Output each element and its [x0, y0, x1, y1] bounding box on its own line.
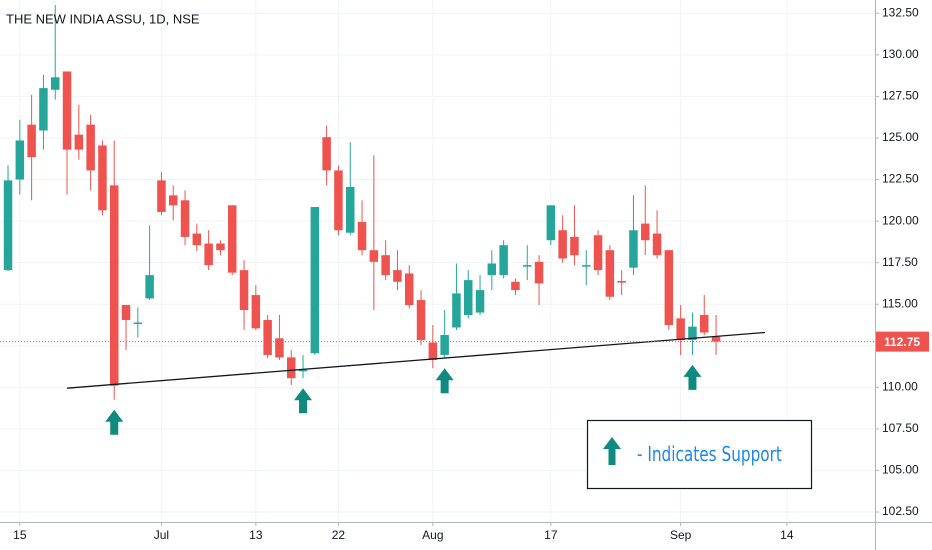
legend-box	[586, 419, 813, 490]
y-tick-label: 127.50	[882, 89, 919, 103]
candle-body	[570, 236, 579, 256]
candle-body	[534, 261, 544, 284]
candle-body	[593, 235, 603, 271]
candle-body	[664, 250, 674, 326]
candle-body	[581, 265, 591, 267]
candle-body	[711, 336, 721, 342]
candle-body	[404, 273, 414, 306]
legend: - Indicates Support	[586, 419, 813, 490]
candle-body	[511, 281, 520, 291]
legend-text: - Indicates Support	[637, 444, 782, 467]
y-tick-label: 132.50	[882, 5, 919, 19]
candle-body	[452, 293, 461, 328]
candle-body	[216, 243, 225, 251]
chart-title: THE NEW INDIA ASSU, 1D, NSE	[6, 11, 200, 26]
candle-body	[298, 369, 308, 372]
candle-body	[700, 315, 709, 333]
candle-body	[322, 137, 331, 171]
last-price-box	[876, 331, 929, 352]
support-arrow	[683, 364, 702, 390]
support-arrow	[105, 409, 124, 435]
y-tick-label: 120.00	[882, 213, 919, 227]
candle-body	[310, 206, 320, 354]
candle-body	[345, 187, 355, 233]
candle-body	[522, 265, 532, 267]
support-arrow	[294, 388, 313, 414]
candle-body	[180, 200, 190, 237]
x-tick-label: 22	[332, 528, 346, 542]
y-tick-label: 130.00	[882, 47, 919, 61]
legend-arrow	[603, 437, 621, 465]
candle-body	[98, 145, 107, 211]
candle-body	[15, 140, 25, 180]
y-tick-label: 107.50	[882, 421, 919, 435]
support-arrow	[435, 368, 454, 394]
candle-body	[286, 357, 296, 379]
candle-body	[334, 170, 343, 231]
candle-body	[487, 263, 497, 276]
candle-body	[50, 77, 60, 90]
x-tick-label: 17	[544, 528, 558, 542]
candle-body	[652, 233, 662, 256]
candle-body	[39, 88, 48, 131]
candle-body	[3, 180, 13, 271]
axes: 102.50105.00107.50110.00112.50115.00117.…	[13, 5, 929, 542]
candle-body	[86, 124, 95, 171]
candle-body	[546, 205, 556, 241]
candle-body	[369, 250, 379, 262]
candle-body	[475, 290, 485, 313]
candle-body	[157, 180, 166, 212]
candle-body	[145, 275, 154, 299]
x-tick-label: 14	[780, 528, 794, 542]
candle-body	[440, 334, 449, 355]
y-tick-label: 117.50	[882, 255, 918, 269]
candle-body	[558, 230, 567, 259]
candle-body	[62, 71, 72, 150]
candle-body	[263, 320, 272, 355]
plot	[0, 4, 875, 435]
x-tick-label: Sep	[670, 528, 692, 542]
y-tick-label: 115.00	[882, 296, 918, 310]
candle-body	[629, 230, 638, 268]
candle-body	[676, 318, 685, 340]
y-tick-label: 102.50	[882, 504, 919, 518]
candle-body	[251, 295, 261, 329]
candle-body	[121, 305, 131, 321]
candle-body	[463, 280, 473, 316]
candle-body	[204, 243, 213, 266]
candle-body	[227, 205, 237, 273]
candle-body	[109, 185, 119, 386]
candle-body	[192, 233, 202, 246]
candle-body	[393, 270, 402, 282]
candle-body	[688, 326, 697, 340]
last-price-label: 112.75	[884, 335, 920, 349]
candle-body	[416, 300, 426, 340]
y-tick-label: 122.50	[882, 172, 919, 186]
candle-body	[605, 250, 615, 297]
candle-body	[239, 270, 249, 311]
x-tick-label: Aug	[422, 528, 443, 542]
x-tick-label: 15	[13, 528, 27, 542]
candle-body	[640, 223, 650, 241]
candle-body	[275, 338, 284, 358]
x-tick-label: 13	[249, 528, 263, 542]
y-tick-label: 125.00	[882, 130, 919, 144]
candle-body	[617, 280, 626, 283]
candle-body	[357, 221, 367, 251]
y-tick-label: 110.00	[882, 380, 918, 394]
candle-body	[428, 342, 438, 360]
candle-body	[499, 245, 508, 276]
candle-body	[381, 255, 390, 276]
candle-body	[27, 124, 36, 158]
candle-body	[168, 195, 178, 206]
candle-body	[133, 322, 143, 325]
candle-body	[74, 134, 84, 150]
x-tick-label: Jul	[154, 528, 169, 542]
y-tick-label: 105.00	[882, 463, 919, 477]
